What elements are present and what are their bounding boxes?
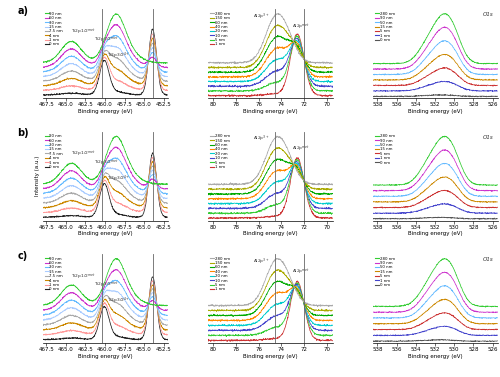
Text: O1s: O1s	[483, 135, 494, 139]
Text: O1s: O1s	[483, 257, 494, 262]
Y-axis label: Intensity (a.u.): Intensity (a.u.)	[34, 156, 40, 196]
Legend: 90 nm, 60 nm, 30 nm, 15 nm, 7.5 nm, 4 nm, 1 nm, 0 nm: 90 nm, 60 nm, 30 nm, 15 nm, 7.5 nm, 4 nm…	[44, 11, 64, 47]
Legend: 280 nm, 150 nm, 60 nm, 40 nm, 20 nm, 10 nm, 5 nm, 1 nm: 280 nm, 150 nm, 60 nm, 40 nm, 20 nm, 10 …	[210, 134, 230, 169]
Legend: 280 nm, 90 nm, 50 nm, 15 nm, 5 nm, 1 nm, 0 nm: 280 nm, 90 nm, 50 nm, 15 nm, 5 nm, 1 nm,…	[374, 256, 395, 287]
Text: Ti2p3/2$^{4+}$: Ti2p3/2$^{4+}$	[107, 51, 130, 61]
Text: Ti2p3/2$^{4+}$: Ti2p3/2$^{4+}$	[107, 296, 130, 306]
Legend: 90 nm, 60 nm, 30 nm, 15 nm, 7.5 nm, 4 nm, 1 nm, 0 nm: 90 nm, 60 nm, 30 nm, 15 nm, 7.5 nm, 4 nm…	[44, 256, 64, 292]
X-axis label: Binding energy (eV): Binding energy (eV)	[242, 109, 298, 114]
Text: Al2p$^{met}$: Al2p$^{met}$	[292, 145, 310, 154]
X-axis label: Binding energy (eV): Binding energy (eV)	[242, 231, 298, 236]
X-axis label: Binding energy (eV): Binding energy (eV)	[408, 231, 463, 236]
Legend: 280 nm, 90 nm, 50 nm, 15 nm, 5 nm, 1 nm, 0 nm: 280 nm, 90 nm, 50 nm, 15 nm, 5 nm, 1 nm,…	[374, 134, 395, 165]
Legend: 90 nm, 60 nm, 30 nm, 15 nm, 7.5 nm, 4 nm, 1 nm, 0 nm: 90 nm, 60 nm, 30 nm, 15 nm, 7.5 nm, 4 nm…	[44, 134, 64, 169]
X-axis label: Binding energy (eV): Binding energy (eV)	[408, 354, 463, 359]
Text: Al2p$^{3+}$: Al2p$^{3+}$	[252, 12, 269, 22]
Text: Al2p$^{3+}$: Al2p$^{3+}$	[252, 256, 269, 267]
Text: Ti2p1/2$^{met}$: Ti2p1/2$^{met}$	[71, 150, 96, 159]
X-axis label: Binding energy (eV): Binding energy (eV)	[408, 109, 463, 114]
Legend: 280 nm, 150 nm, 60 nm, 40 nm, 20 nm, 10 nm, 5 nm, 1 nm: 280 nm, 150 nm, 60 nm, 40 nm, 20 nm, 10 …	[210, 256, 230, 292]
Text: a): a)	[18, 6, 28, 16]
Text: Ti2p3/2$^{met}$: Ti2p3/2$^{met}$	[94, 36, 118, 45]
Text: Ti2p3/2$^{met}$: Ti2p3/2$^{met}$	[94, 158, 118, 168]
Text: c): c)	[18, 251, 28, 261]
X-axis label: Binding energy (eV): Binding energy (eV)	[242, 354, 298, 359]
Text: O1s: O1s	[483, 12, 494, 17]
X-axis label: Binding energy (eV): Binding energy (eV)	[78, 109, 132, 114]
Text: b): b)	[18, 128, 29, 138]
Text: Al2p$^{3+}$: Al2p$^{3+}$	[252, 134, 269, 144]
Text: Ti2p1/2$^{met}$: Ti2p1/2$^{met}$	[71, 28, 96, 37]
Text: Ti2p1/2$^{met}$: Ti2p1/2$^{met}$	[71, 272, 96, 282]
X-axis label: Binding energy (eV): Binding energy (eV)	[78, 354, 132, 359]
Legend: 280 nm, 90 nm, 50 nm, 15 nm, 5 nm, 1 nm, 0 nm: 280 nm, 90 nm, 50 nm, 15 nm, 5 nm, 1 nm,…	[374, 11, 395, 43]
Legend: 280 nm, 150 nm, 60 nm, 40 nm, 20 nm, 10 nm, 5 nm, 1 nm: 280 nm, 150 nm, 60 nm, 40 nm, 20 nm, 10 …	[210, 11, 230, 47]
Text: Ti2p3/2$^{4+}$: Ti2p3/2$^{4+}$	[107, 173, 130, 184]
Text: Al2p$^{met}$: Al2p$^{met}$	[292, 267, 310, 277]
Text: Ti2p3/2$^{met}$: Ti2p3/2$^{met}$	[94, 281, 118, 290]
X-axis label: Binding energy (eV): Binding energy (eV)	[78, 231, 132, 236]
Text: Al2p$^{met}$: Al2p$^{met}$	[292, 22, 310, 32]
